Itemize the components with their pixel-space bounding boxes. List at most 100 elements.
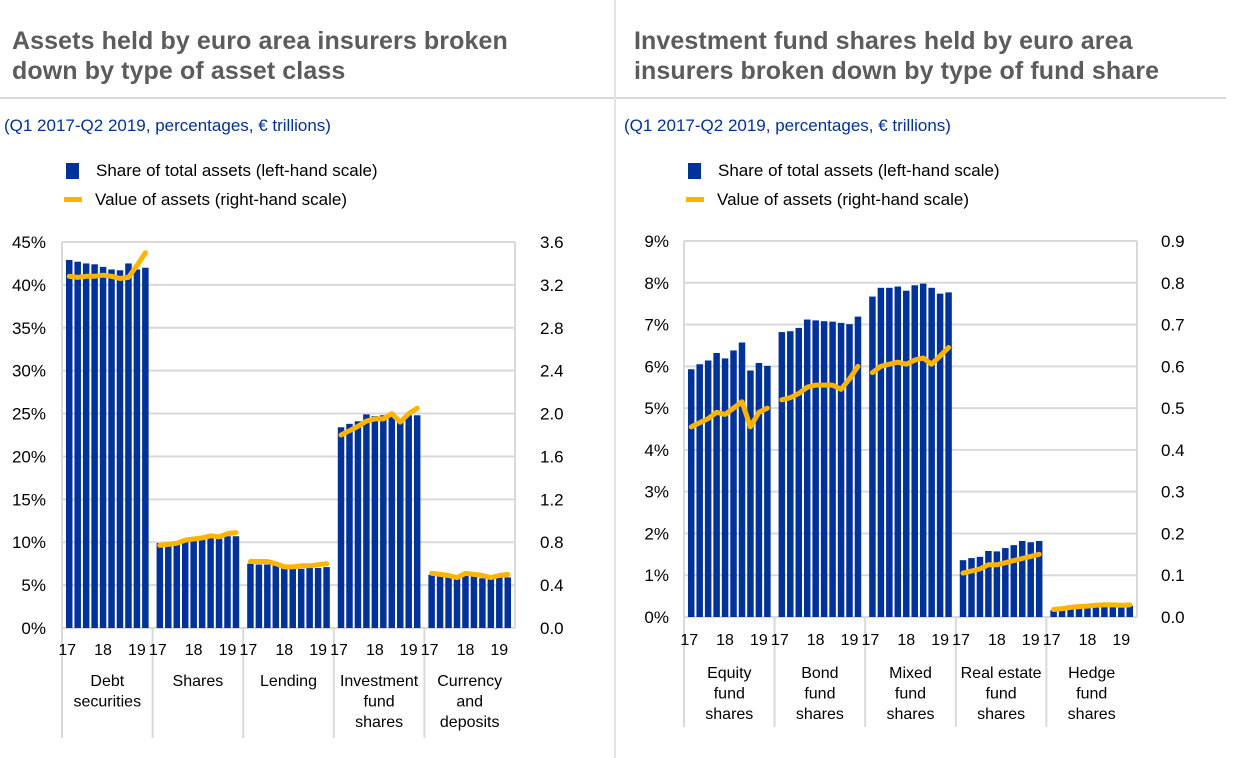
bar: [696, 364, 703, 617]
y-left-tick-label: 7%: [644, 316, 669, 335]
category-label: Bond: [801, 665, 838, 682]
bar: [1002, 548, 1009, 617]
bar: [363, 414, 370, 628]
legend-label-value: Value of assets (right-hand scale): [95, 189, 347, 209]
x-tick-label: 19: [750, 632, 768, 649]
category-label: securities: [74, 694, 142, 711]
bar: [462, 575, 469, 628]
y-left-tick-label: 30%: [12, 362, 46, 381]
bar: [1035, 540, 1043, 617]
bar: [388, 412, 396, 628]
bar: [803, 319, 811, 617]
y-left-tick-label: 0%: [21, 619, 46, 638]
bar: [198, 538, 206, 628]
category-label: fund: [895, 686, 926, 703]
x-tick-label: 17: [680, 632, 698, 649]
chart-subtitle: (Q1 2017-Q2 2019, percentages, € trillio…: [624, 116, 951, 135]
x-tick-label: 18: [366, 642, 384, 659]
chart-legend: Share of total assets (left-hand scale) …: [686, 156, 1000, 214]
x-tick-label: 17: [771, 632, 789, 649]
bar: [108, 269, 115, 628]
y-left-tick-label: 45%: [12, 233, 46, 252]
legend-line-swatch-icon: [64, 197, 82, 202]
y-right-tick-label: 2.8: [540, 319, 564, 338]
bar: [764, 365, 771, 617]
category-label: fund: [986, 686, 1017, 703]
x-tick-label: 18: [897, 632, 915, 649]
chart-title-text: Investment fund shares held by euro area…: [634, 27, 1160, 85]
bar: [91, 264, 98, 628]
x-tick-label: 17: [330, 642, 348, 659]
bar: [959, 560, 967, 617]
category-label: Real estate: [961, 665, 1042, 682]
bar: [99, 266, 107, 628]
y-right-tick-label: 0.6: [1161, 357, 1185, 376]
y-right-tick-label: 0.0: [540, 619, 564, 638]
bar: [133, 269, 141, 628]
bar: [487, 579, 495, 628]
bar: [247, 563, 254, 628]
y-left-tick-label: 4%: [644, 441, 669, 460]
x-tick-label: 19: [931, 632, 949, 649]
bar: [778, 332, 786, 617]
bar: [255, 564, 263, 628]
y-right-tick-label: 0.8: [1161, 274, 1185, 293]
value-line: [429, 570, 511, 581]
x-tick-label: 17: [58, 642, 76, 659]
bar: [125, 263, 132, 628]
bar: [945, 292, 952, 617]
y-left-tick-label: 35%: [12, 319, 46, 338]
chart-title: Assets held by euro area insurers broken…: [12, 26, 572, 86]
bar: [738, 342, 746, 617]
category-label: Shares: [173, 673, 224, 690]
bar: [886, 287, 893, 617]
bar: [713, 352, 720, 617]
bar: [1092, 606, 1100, 617]
value-line: [688, 399, 770, 430]
bar: [346, 423, 353, 628]
x-tick-label: 19: [1112, 632, 1130, 649]
bar: [314, 567, 322, 628]
legend-item-share: Share of total assets (left-hand scale): [66, 156, 378, 185]
bar: [1067, 608, 1074, 617]
y-left-tick-label: 0%: [644, 608, 669, 627]
y-left-tick-label: 40%: [12, 276, 46, 295]
y-left-tick-label: 5%: [644, 399, 669, 418]
bar: [787, 331, 794, 617]
x-tick-label: 17: [240, 642, 258, 659]
bar: [323, 567, 330, 628]
x-tick-label: 19: [309, 642, 327, 659]
x-tick-label: 18: [807, 632, 825, 649]
bar: [1084, 606, 1091, 617]
category-label: Investment: [340, 673, 419, 690]
y-left-tick-label: 15%: [12, 490, 46, 509]
x-tick-label: 17: [1043, 632, 1061, 649]
bar: [1109, 605, 1117, 617]
category-label: Lending: [260, 673, 317, 690]
value-line: [960, 551, 1042, 576]
legend-item-value: Value of assets (right-hand scale): [64, 185, 378, 214]
y-right-tick-label: 3.6: [540, 233, 564, 252]
bar: [281, 567, 288, 628]
y-right-tick-label: 0.1: [1161, 566, 1185, 585]
x-tick-label: 17: [952, 632, 970, 649]
bar: [755, 362, 763, 617]
bar: [687, 369, 695, 617]
y-right-tick-label: 1.6: [540, 447, 564, 466]
bar: [397, 418, 404, 628]
bar: [232, 536, 240, 628]
y-left-tick-label: 20%: [12, 447, 46, 466]
bar: [306, 567, 313, 628]
category-label: Mixed: [889, 665, 932, 682]
bar: [272, 565, 280, 628]
y-left-tick-label: 25%: [12, 405, 46, 424]
bar: [877, 287, 885, 617]
chart-panel-asset-class: Assets held by euro area insurers broken…: [0, 0, 614, 758]
bar: [453, 579, 461, 628]
legend-line-swatch-icon: [686, 197, 704, 202]
y-left-tick-label: 9%: [644, 232, 669, 251]
chart-panel-fund-share: Investment fund shares held by euro area…: [616, 0, 1240, 758]
legend-label-share: Share of total assets (left-hand scale): [718, 160, 1000, 180]
bar: [704, 360, 712, 617]
x-tick-label: 19: [490, 642, 508, 659]
